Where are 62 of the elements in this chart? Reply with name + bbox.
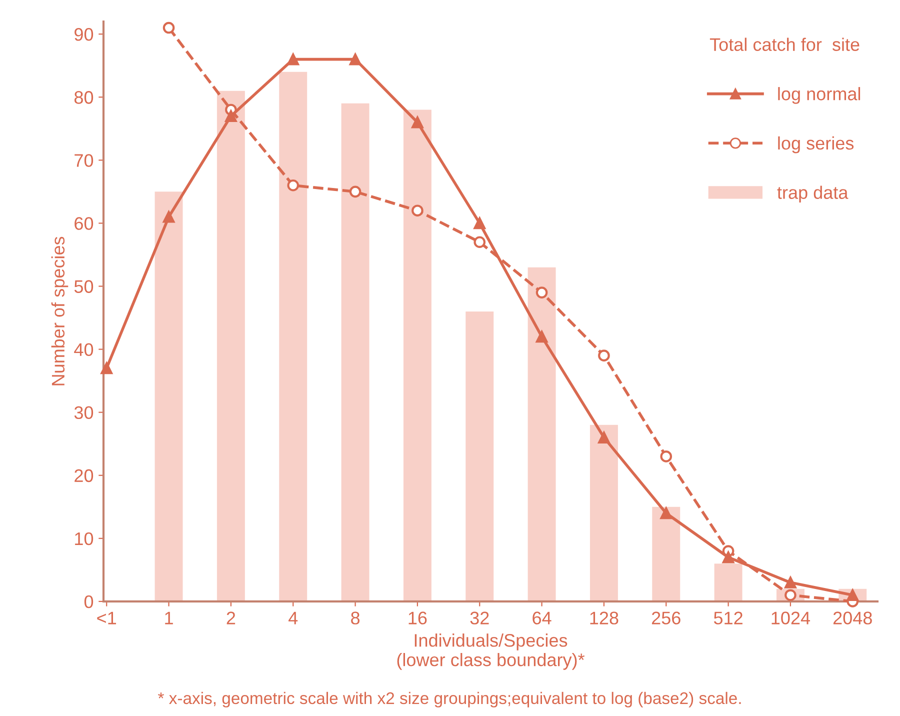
bar [528, 267, 556, 602]
legend-label: trap data [777, 186, 848, 203]
y-tick-label: 0 [84, 595, 94, 608]
point [536, 330, 548, 343]
y-tick-label: 40 [74, 343, 94, 356]
bar [590, 424, 618, 602]
x-tick-label: 1024 [772, 612, 810, 624]
bar [652, 506, 680, 602]
point [784, 576, 796, 588]
point [784, 589, 796, 602]
point [722, 551, 734, 564]
bar [403, 110, 432, 602]
x-tick-label: 64 [532, 612, 552, 624]
point [846, 589, 859, 602]
x-tick-label: 512 [714, 612, 742, 624]
y-tick-label: 90 [74, 28, 94, 41]
x-tick-label: 128 [590, 612, 618, 624]
bar [341, 103, 370, 602]
y-tick-label: 20 [74, 469, 94, 482]
point [162, 22, 175, 34]
point [412, 116, 424, 128]
point [349, 186, 362, 198]
y-tick-label: 30 [74, 406, 94, 420]
point [287, 179, 300, 192]
x-tick-label: 8 [351, 612, 360, 624]
bar [154, 192, 183, 602]
x-tick-label: 256 [652, 612, 680, 624]
bar [216, 90, 245, 602]
legend-label: log normal [778, 87, 860, 104]
x-tick-label: 16 [408, 612, 427, 624]
x-tick-label: 32 [470, 612, 489, 624]
y-tick-label: 50 [74, 280, 94, 293]
text: * x-axis, geometric scale with x2 size groupings;equivalent to log (base2) scale. [158, 692, 741, 708]
point [536, 286, 548, 298]
legend-title: Total catch for site [710, 38, 860, 51]
point [660, 450, 672, 462]
x-tick-label: 2048 [833, 612, 872, 624]
y-tick-label: 80 [74, 91, 94, 104]
point [598, 432, 610, 444]
x-axis-title: Individuals/Species (lower class boundary)* [397, 634, 585, 670]
bar [466, 311, 494, 602]
point [287, 53, 300, 66]
x-tick-label: 2 [226, 612, 236, 624]
point [660, 507, 672, 520]
point [225, 110, 237, 122]
point [349, 53, 362, 66]
x-tick-label: 1 [165, 612, 173, 624]
y-tick-label: 60 [74, 217, 94, 230]
point [412, 204, 424, 217]
x-tick-label: <1 [97, 612, 116, 624]
bar [279, 72, 308, 602]
point [100, 362, 113, 374]
legend-label: log series [778, 136, 854, 154]
y-tick-label: 10 [75, 532, 94, 546]
y-axis-title: Number of species [51, 236, 68, 386]
point [598, 350, 610, 362]
point [474, 217, 486, 230]
x-tick-label: 4 [288, 612, 298, 624]
point [162, 210, 175, 223]
y-tick-label: 70 [74, 154, 94, 167]
point [474, 236, 486, 248]
bar [714, 564, 742, 602]
